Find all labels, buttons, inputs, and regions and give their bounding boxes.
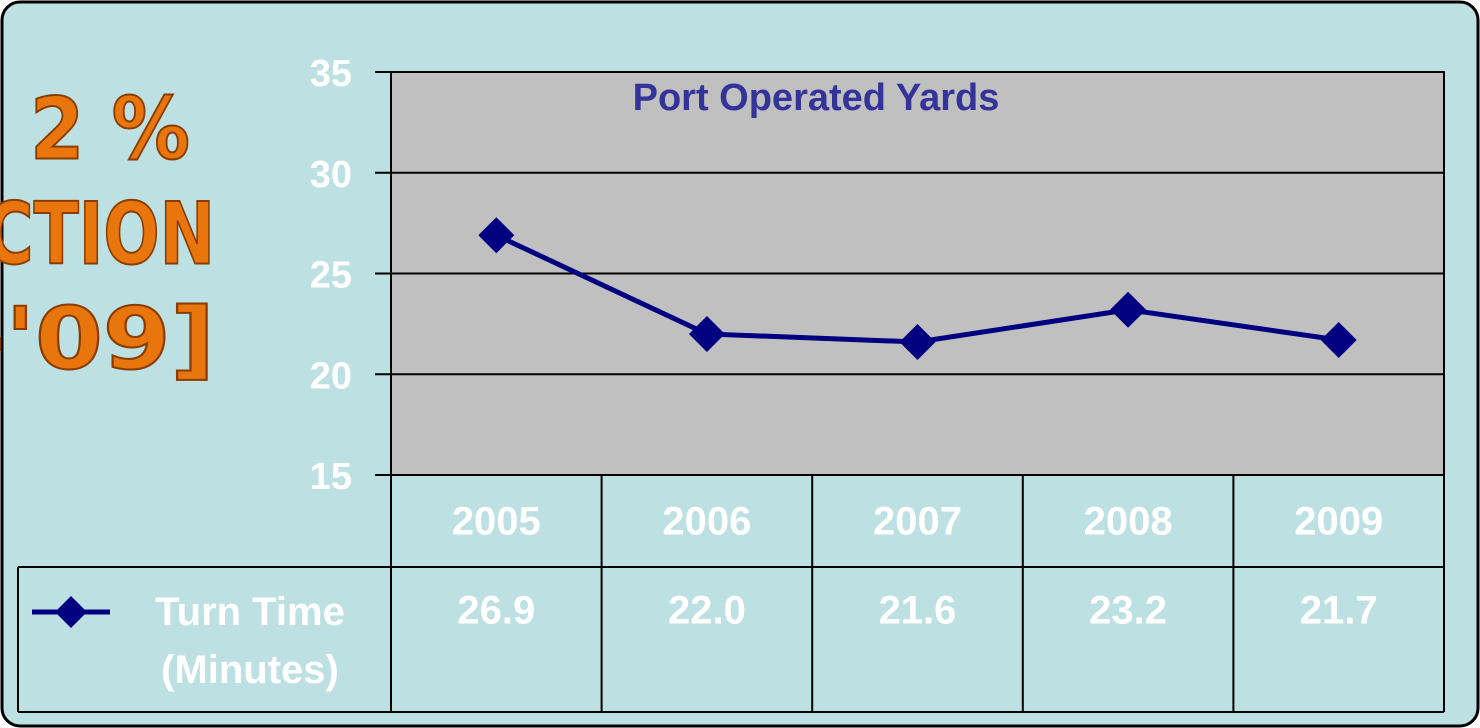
y-tick-label: 35	[310, 53, 352, 95]
banner: 2 %CTION-'09]	[0, 79, 215, 389]
banner-text: -'09]	[0, 289, 215, 389]
banner-text: CTION	[0, 184, 215, 284]
value-label: 22.0	[668, 589, 746, 633]
x-tick-label: 2009	[1294, 500, 1383, 544]
y-tick-label: 15	[310, 456, 352, 498]
y-tick-label: 25	[310, 255, 352, 297]
legend-label: Turn Time (Minutes)	[120, 583, 380, 699]
page: 2 %CTION-'09] Port Operated Yards 15 20 25…	[0, 0, 1480, 728]
value-label: 21.7	[1300, 589, 1378, 633]
x-tick-label: 2005	[452, 500, 541, 544]
chart-title: Port Operated Yards	[633, 77, 1000, 119]
x-tick-label: 2008	[1084, 500, 1173, 544]
banner-text: 2 %	[30, 79, 190, 179]
y-tick-label: 20	[310, 355, 352, 397]
x-tick-label: 2007	[873, 500, 962, 544]
value-label: 26.9	[457, 589, 535, 633]
x-tick-label: 2006	[662, 500, 751, 544]
y-tick-label: 30	[310, 154, 352, 196]
value-label: 23.2	[1089, 589, 1167, 633]
value-label: 21.6	[879, 589, 957, 633]
